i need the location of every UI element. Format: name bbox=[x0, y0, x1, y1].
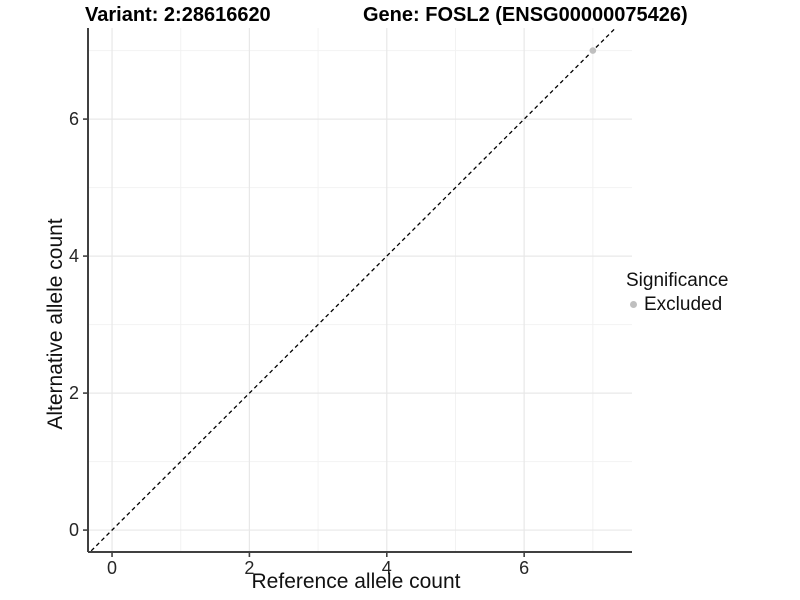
plot-title-variant: Variant: 2:28616620 bbox=[85, 4, 271, 26]
x-tick-label: 0 bbox=[107, 558, 117, 578]
y-tick-label: 4 bbox=[69, 246, 79, 266]
y-tick-label: 2 bbox=[69, 383, 79, 403]
legend-point-icon bbox=[630, 301, 637, 308]
x-tick-label: 6 bbox=[519, 558, 529, 578]
legend-item-excluded: Excluded bbox=[626, 294, 728, 315]
y-axis-title: Alternative allele count bbox=[44, 218, 67, 430]
plot-title-gene: Gene: FOSL2 (ENSG00000075426) bbox=[363, 4, 688, 26]
x-axis-title: Reference allele count bbox=[251, 570, 461, 593]
y-tick-label: 6 bbox=[69, 109, 79, 129]
identity-line bbox=[89, 28, 617, 552]
x-tick-label: 4 bbox=[382, 558, 392, 578]
y-tick-label: 0 bbox=[69, 520, 79, 540]
legend-title: Significance bbox=[626, 270, 729, 291]
legend-item-label: Excluded bbox=[644, 294, 723, 315]
legend: Significance Excluded bbox=[626, 270, 728, 315]
x-tick-label: 2 bbox=[244, 558, 254, 578]
data-point-excluded bbox=[589, 47, 597, 54]
